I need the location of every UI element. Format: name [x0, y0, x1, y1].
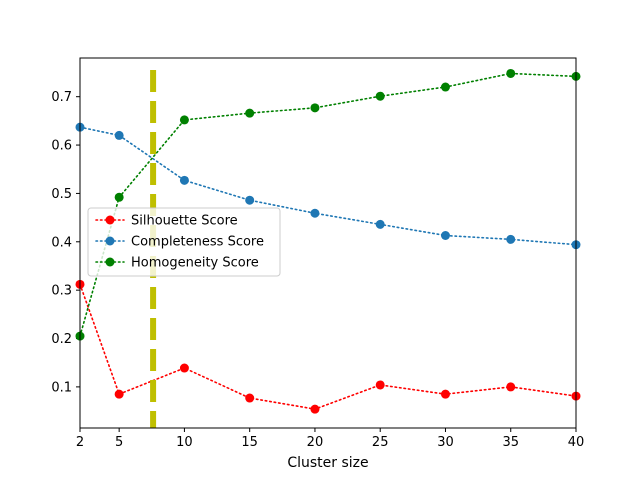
axis-ticks-layer: 2 5 10 15 20 25 30 35 400.10.20.30.40.50.60.7 — [51, 90, 584, 450]
legend-marker — [105, 257, 115, 267]
axes-frame — [79, 57, 577, 429]
data-point — [179, 175, 189, 185]
legend-label: Silhouette Score — [131, 214, 238, 229]
legend-box — [87, 207, 281, 277]
series-line-2 — [79, 72, 577, 337]
x-tick-label: 40 — [568, 435, 585, 450]
y-tick-label: 0.2 — [51, 332, 72, 347]
data-point — [375, 380, 385, 390]
data-point — [440, 389, 450, 399]
legend-label: Completeness Score — [131, 235, 264, 250]
data-point — [114, 192, 124, 202]
data-point — [245, 195, 255, 205]
x-tick-label: 25 — [372, 435, 389, 450]
y-tick-label: 0.3 — [51, 284, 72, 299]
data-point — [245, 393, 255, 403]
x-tick-label: 35 — [502, 435, 519, 450]
x-tick-label: 30 — [437, 435, 454, 450]
legend-marker — [105, 215, 115, 225]
data-point — [310, 103, 320, 113]
data-point — [245, 108, 255, 118]
data-point — [179, 363, 189, 373]
data-point — [506, 68, 516, 78]
data-point — [375, 219, 385, 229]
plot-area — [75, 68, 581, 428]
x-tick-label: 15 — [241, 435, 258, 450]
y-tick-label: 0.6 — [51, 139, 72, 154]
y-tick-label: 0.7 — [51, 90, 72, 105]
data-point — [440, 82, 450, 92]
data-point — [114, 389, 124, 399]
legend-label: Homogeneity Score — [131, 256, 259, 271]
data-point — [506, 234, 516, 244]
x-tick-label: 2 — [76, 435, 84, 450]
x-tick-label: 10 — [176, 435, 193, 450]
data-point — [506, 382, 516, 392]
y-tick-label: 0.1 — [51, 380, 72, 395]
data-point — [310, 208, 320, 218]
data-point — [440, 231, 450, 241]
data-point — [179, 115, 189, 125]
y-tick-label: 0.5 — [51, 187, 72, 202]
data-point — [375, 91, 385, 101]
data-point — [114, 130, 124, 140]
data-point — [310, 404, 320, 414]
x-axis-label: Cluster size — [287, 455, 368, 471]
legend-marker — [105, 236, 115, 246]
x-tick-label: 5 — [115, 435, 123, 450]
x-tick-label: 20 — [307, 435, 324, 450]
legend: Silhouette Score Completeness Score Homoge… — [87, 207, 281, 277]
y-tick-label: 0.4 — [51, 235, 72, 250]
